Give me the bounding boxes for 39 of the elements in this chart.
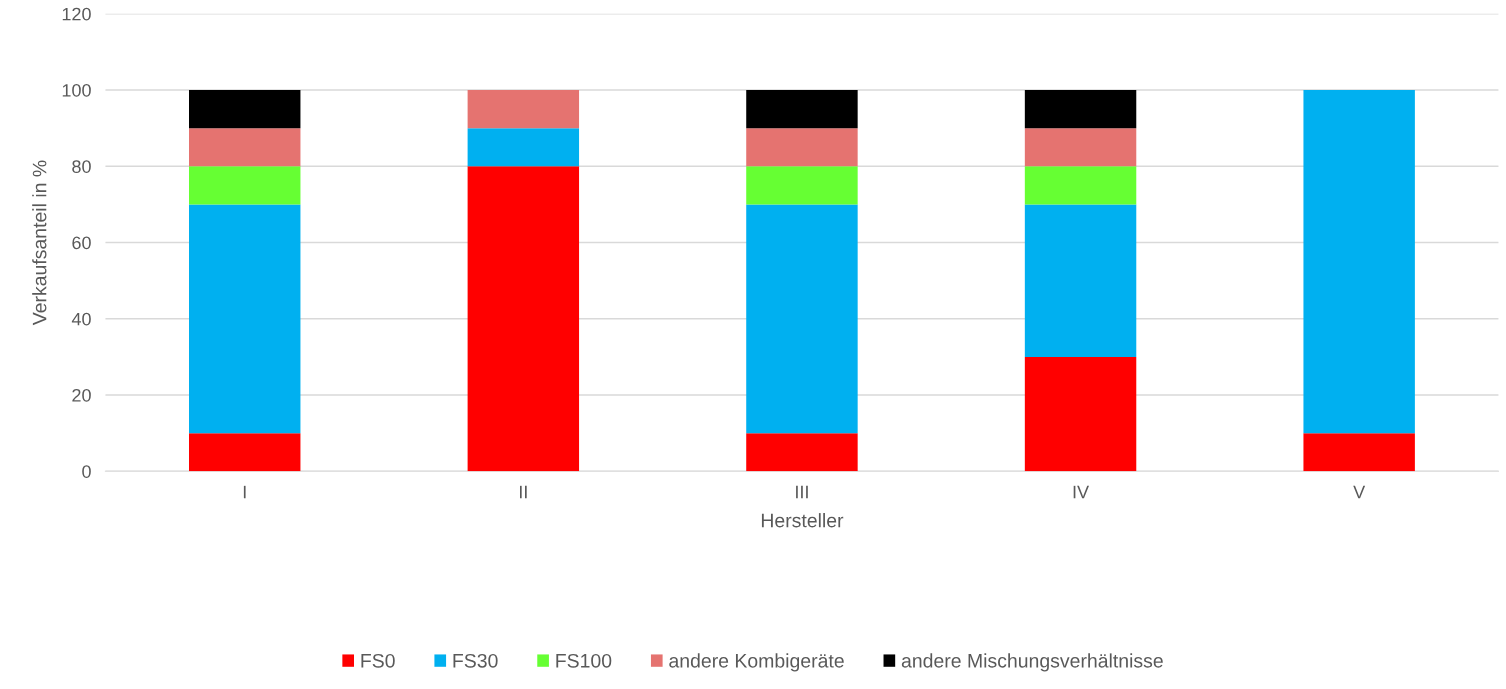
bar xyxy=(1024,90,1137,129)
y-tick-label: 80 xyxy=(72,160,91,173)
bar xyxy=(189,128,301,167)
x-tick-label: V xyxy=(1353,485,1366,499)
bar xyxy=(467,166,580,472)
bar xyxy=(189,204,301,434)
bar xyxy=(189,433,301,472)
bar xyxy=(467,90,580,129)
bar xyxy=(746,166,858,205)
x-axis-title: Hersteller xyxy=(761,513,844,528)
y-tick-label: 120 xyxy=(62,7,91,21)
bar xyxy=(1024,128,1137,167)
bar xyxy=(467,128,580,167)
x-tick-label: II xyxy=(519,485,527,499)
x-tick-label: I xyxy=(243,485,246,499)
bar xyxy=(1024,166,1137,205)
bar xyxy=(1024,356,1137,472)
y-tick-label: 20 xyxy=(72,388,91,402)
bar xyxy=(1303,433,1415,472)
legend-label: andere Kombigeräte xyxy=(669,653,844,672)
legend-label: andere Mischungsverhältnisse xyxy=(901,653,1163,672)
bar xyxy=(189,166,301,205)
bar xyxy=(1303,90,1415,434)
bar xyxy=(1024,204,1137,357)
legend-label: FS0 xyxy=(361,653,395,668)
bar xyxy=(746,128,858,167)
legend-label: FS100 xyxy=(556,653,612,668)
bar xyxy=(746,433,858,472)
y-axis-title: Verkaufsanteil in % xyxy=(32,160,47,326)
bar xyxy=(189,90,301,129)
x-tick-label: IV xyxy=(1073,485,1090,499)
bar xyxy=(746,90,858,129)
legend-label: FS30 xyxy=(453,653,498,668)
y-tick-label: 60 xyxy=(72,236,91,250)
x-tick-label: III xyxy=(796,485,808,499)
y-tick-label: 0 xyxy=(82,465,91,478)
y-tick-label: 40 xyxy=(71,312,91,326)
y-tick-label: 100 xyxy=(62,83,91,97)
bar xyxy=(746,204,858,434)
